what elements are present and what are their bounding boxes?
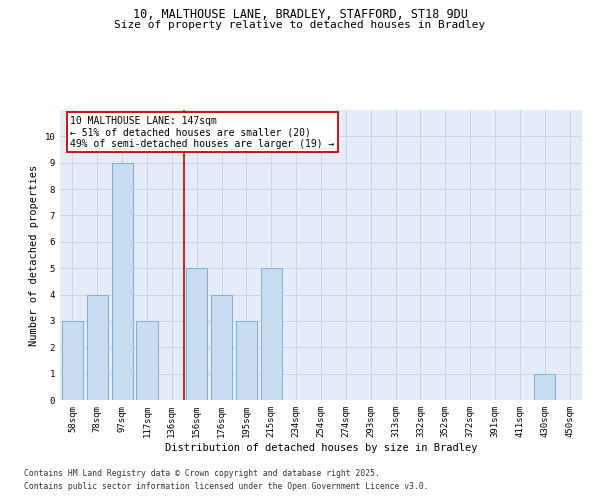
Bar (112, 162, 133, 400)
Text: Size of property relative to detached houses in Bradley: Size of property relative to detached ho… (115, 20, 485, 30)
Bar (211, 294, 232, 400)
Text: Contains HM Land Registry data © Crown copyright and database right 2025.: Contains HM Land Registry data © Crown c… (24, 468, 380, 477)
Bar (236, 321, 257, 400)
Bar (87, 294, 108, 400)
Bar (534, 374, 555, 400)
Bar (186, 268, 207, 400)
Text: 10 MALTHOUSE LANE: 147sqm
← 51% of detached houses are smaller (20)
49% of semi-: 10 MALTHOUSE LANE: 147sqm ← 51% of detac… (70, 116, 335, 149)
X-axis label: Distribution of detached houses by size in Bradley: Distribution of detached houses by size … (165, 442, 477, 452)
Text: Contains public sector information licensed under the Open Government Licence v3: Contains public sector information licen… (24, 482, 428, 491)
Text: 10, MALTHOUSE LANE, BRADLEY, STAFFORD, ST18 9DU: 10, MALTHOUSE LANE, BRADLEY, STAFFORD, S… (133, 8, 467, 20)
Bar (261, 268, 282, 400)
Bar (62, 321, 83, 400)
Bar (136, 321, 158, 400)
Y-axis label: Number of detached properties: Number of detached properties (29, 164, 39, 346)
